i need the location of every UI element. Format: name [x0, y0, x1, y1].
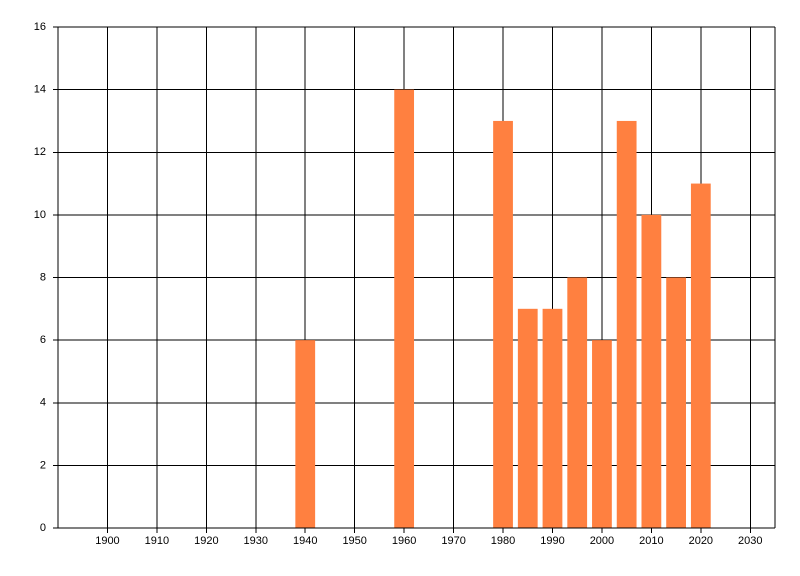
x-tick-label: 1980 [491, 535, 515, 547]
bar [394, 89, 415, 528]
x-tick-label: 2030 [738, 535, 762, 547]
bar [493, 120, 513, 528]
x-tick-label: 1910 [145, 535, 169, 547]
bar [295, 340, 316, 528]
x-tick-label: 2000 [590, 535, 614, 547]
x-tick-label: 1990 [540, 535, 564, 547]
bar [666, 277, 686, 528]
x-tick-label: 1970 [441, 535, 465, 547]
y-tick-label: 14 [34, 84, 46, 96]
x-tick-label: 2020 [689, 535, 713, 547]
x-tick-label: 1950 [342, 535, 366, 547]
x-tick-label: 1920 [194, 535, 218, 547]
x-tick-label: 1960 [392, 535, 416, 547]
bar [690, 183, 711, 528]
bar [592, 340, 612, 528]
y-tick-label: 2 [40, 459, 46, 471]
x-tick-label: 2010 [639, 535, 663, 547]
x-tick-label: 1930 [244, 535, 268, 547]
y-tick-label: 12 [34, 146, 46, 158]
y-tick-label: 6 [40, 334, 46, 346]
y-tick-label: 8 [40, 271, 46, 283]
y-tick-label: 4 [40, 397, 46, 409]
x-tick-label: 1900 [95, 535, 119, 547]
y-tick-label: 10 [34, 209, 46, 221]
y-tick-label: 0 [40, 522, 46, 534]
bar [517, 308, 538, 528]
bar [567, 277, 588, 528]
x-tick-label: 1940 [293, 535, 317, 547]
y-tick-label: 16 [34, 21, 46, 33]
bar [542, 308, 563, 528]
bar [641, 214, 662, 528]
bar [616, 120, 637, 528]
